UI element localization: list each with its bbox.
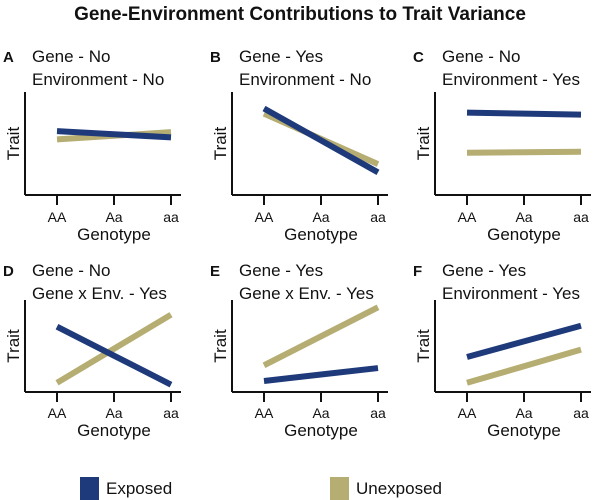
x-tick-label: aa	[573, 405, 589, 421]
x-tick-label: Aa	[312, 209, 329, 225]
panel-title-line: Gene - Yes	[239, 47, 323, 66]
x-tick-label: Aa	[105, 209, 122, 225]
panel-title-line: Gene - Yes	[239, 261, 323, 280]
series-line-exposed	[466, 109, 582, 118]
panel-title-line: Gene - Yes	[442, 261, 526, 280]
y-axis-label: Trait	[414, 329, 433, 363]
legend-swatch-exposed	[80, 477, 99, 500]
panel-title-line: Gene - No	[442, 47, 520, 66]
series-line-exposed	[263, 365, 379, 384]
panel-label: D	[3, 263, 14, 280]
series-line-unexposed	[466, 346, 582, 386]
y-axis-label: Trait	[414, 127, 433, 161]
legend-label: Exposed	[106, 479, 172, 498]
panel-label: E	[210, 263, 220, 280]
panel-e: E Gene - Yes Gene x Env. - Yes Trait AA Aa aa G…	[210, 261, 388, 440]
x-axis-label: Genotype	[77, 421, 151, 440]
x-tick-label: Aa	[312, 405, 329, 421]
y-axis-label: Trait	[211, 127, 230, 161]
x-tick-label: AA	[255, 405, 274, 421]
y-axis-label: Trait	[211, 329, 230, 363]
x-tick-label: aa	[163, 209, 179, 225]
x-tick-label: aa	[370, 405, 386, 421]
legend-label: Unexposed	[356, 479, 442, 498]
x-axis-label: Genotype	[284, 421, 358, 440]
panel-d: D Gene - No Gene x Env. - Yes Trait AA Aa aa Ge…	[3, 261, 181, 440]
series-line-exposed	[55, 324, 173, 388]
x-tick-label: AA	[458, 209, 477, 225]
x-tick-label: aa	[573, 209, 589, 225]
panel-title-line: Gene x Env. - Yes	[32, 284, 167, 303]
y-axis-label: Trait	[4, 127, 23, 161]
x-tick-label: Aa	[515, 405, 532, 421]
panel-title-line: Gene - No	[32, 261, 110, 280]
panel-label: B	[210, 49, 221, 66]
panel-b: B Gene - Yes Environment - No Trait AA Aa aa Ge…	[210, 47, 388, 244]
x-tick-label: AA	[48, 405, 67, 421]
x-axis-label: Genotype	[487, 421, 561, 440]
x-tick-label: aa	[163, 405, 179, 421]
series-line-exposed	[262, 105, 380, 175]
x-tick-label: AA	[458, 405, 477, 421]
panel-title-line: Environment - Yes	[442, 284, 580, 303]
series-line-unexposed	[466, 148, 582, 156]
series-line-exposed	[466, 322, 582, 360]
x-axis-label: Genotype	[77, 225, 151, 244]
series-line-exposed	[56, 128, 172, 141]
chart-title: Gene-Environment Contributions to Trait …	[74, 4, 526, 25]
x-tick-label: AA	[255, 209, 274, 225]
panel-title-line: Gene - No	[32, 47, 110, 66]
panel-f: F Gene - Yes Environment - Yes Trait AA Aa aa G…	[413, 261, 591, 440]
panel-title-line: Environment - No	[32, 70, 164, 89]
x-tick-label: Aa	[105, 405, 122, 421]
panel-title-line: Gene x Env. - Yes	[239, 284, 374, 303]
x-tick-label: aa	[370, 209, 386, 225]
x-tick-label: AA	[48, 209, 67, 225]
series-line-unexposed	[262, 304, 380, 368]
panel-label: C	[413, 49, 424, 66]
legend-swatch-unexposed	[330, 477, 349, 500]
y-axis-label: Trait	[4, 329, 23, 363]
x-axis-label: Genotype	[487, 225, 561, 244]
legend: Exposed Unexposed	[80, 477, 442, 500]
x-tick-label: Aa	[515, 209, 532, 225]
panel-title-line: Environment - No	[239, 70, 371, 89]
panel-label: F	[413, 263, 422, 280]
x-axis-label: Genotype	[284, 225, 358, 244]
series-line-unexposed	[55, 312, 173, 386]
panel-c: C Gene - No Environment - Yes Trait AA Aa aa Ge…	[413, 47, 591, 244]
panel-a: A Gene - No Environment - No Trait AA Aa aa Gen…	[3, 47, 181, 244]
panel-title-line: Environment - Yes	[442, 70, 580, 89]
panel-label: A	[3, 49, 14, 66]
